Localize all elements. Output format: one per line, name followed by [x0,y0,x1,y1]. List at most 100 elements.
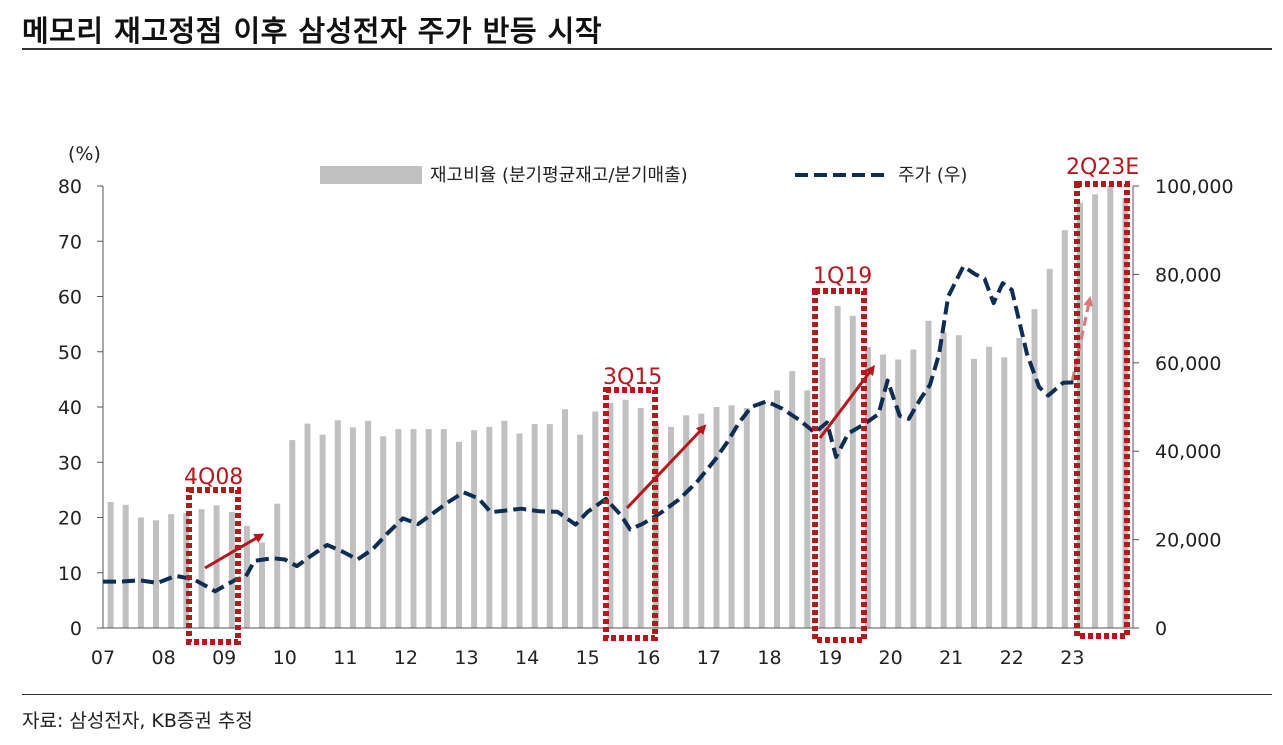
inventory-ratio-bar [577,434,584,628]
legend: 재고비율 (분기평균재고/분기매출) 주가 (우) [320,165,967,186]
source-divider [22,694,1272,695]
stock-price-line [103,264,1079,594]
inventory-ratio-bar [819,357,826,628]
highlight-label-1q19: 1Q19 [813,264,872,289]
inventory-ratio-bar [531,424,538,628]
inventory-ratio-bar [168,514,175,628]
inventory-ratio-bar [334,420,341,628]
highlight-label-4q08: 4Q08 [184,465,243,490]
inventory-ratio-bar [728,405,735,628]
inventory-ratio-bar [425,429,432,628]
inventory-ratio-bar [243,525,250,628]
inventory-ratio-bar [153,520,159,628]
x-tick-label: 16 [636,647,660,669]
x-tick-label: 20 [879,647,903,669]
inventory-ratio-bar [456,441,462,628]
legend-bar-swatch [320,166,422,184]
inventory-ratio-bar [789,371,796,628]
inventory-ratio-bar [880,354,887,628]
x-tick-label: 15 [576,647,600,669]
inventory-ratio-bar [607,403,614,628]
x-tick-label: 08 [152,647,176,669]
x-tick-label: 13 [454,647,478,669]
x-tick-label: 11 [333,647,357,669]
inventory-ratio-bar [1001,357,1008,628]
highlight-label-2q23e: 2Q23E [1066,155,1139,180]
inventory-ratio-bar [698,413,705,628]
inventory-ratio-bar [713,407,720,628]
left-y-tick-label: 10 [58,563,82,585]
inventory-ratio-bar [137,517,144,628]
x-tick-label: 09 [212,647,236,669]
highlight-box-3q15 [603,387,658,641]
inventory-ratio-bar [1046,268,1053,628]
inventory-ratio-bar [971,358,977,628]
inventory-ratio-bar [410,429,417,628]
highlight-box-1q19 [812,288,867,643]
left-y-ticks: 0 10 20 30 40 50 60 70 80 [58,176,103,640]
inventory-ratio-bar [486,426,493,628]
x-tick-label: 17 [697,647,721,669]
highlight-box-4q08 [186,487,241,645]
highlight-labels: 4Q08 3Q15 1Q19 2Q23E [184,155,1139,490]
inventory-ratio-bar [925,320,932,628]
inventory-ratio-bar [1107,186,1114,628]
inventory-ratio-bar [319,434,326,628]
inventory-ratio-bar [1092,194,1099,629]
left-y-tick-label: 70 [58,231,82,253]
right-y-tick-label: 60,000 [1155,353,1221,375]
trend-arrow-4q08 [204,533,265,570]
inventory-ratio-bar [365,420,372,628]
left-y-tick-label: 30 [58,452,82,474]
right-y-tick-label: 80,000 [1155,264,1221,286]
inventory-ratio-bar [940,332,947,628]
legend-bar-label: 재고비율 (분기평균재고/분기매출) [430,165,688,186]
inventory-ratio-bar [804,390,811,628]
x-tick-label: 21 [939,647,963,669]
inventory-ratio-bar [1122,198,1129,628]
inventory-ratio-bar [1031,309,1038,628]
left-y-tick-label: 20 [58,508,82,530]
left-y-tick-label: 0 [70,618,82,640]
inventory-ratio-bar [228,512,235,628]
inventory-ratio-bar [683,415,690,628]
left-axis-unit: (%) [68,143,101,165]
inventory-ratio-bar [834,305,841,628]
right-y-tick-label: 40,000 [1155,441,1221,463]
inventory-ratio-bar [622,399,629,628]
highlight-boxes [186,181,1130,645]
right-y-ticks: 0 20,000 40,000 60,000 80,000 100,000 [1133,176,1234,640]
highlight-label-3q15: 3Q15 [603,365,662,390]
x-tick-label: 19 [818,647,842,669]
inventory-ratio-bar [107,502,114,628]
inventory-ratio-bar [501,420,508,628]
inventory-ratio-bar [304,423,311,628]
inventory-ratio-bar [774,390,780,628]
left-y-tick-label: 80 [58,176,82,198]
inventory-ratio-bar [546,424,553,628]
inventory-ratio-bar [395,429,402,628]
legend-line-label: 주가 (우) [898,165,967,186]
source-note: 자료: 삼성전자, KB증권 추정 [22,710,253,732]
trend-arrow-3q15 [625,424,707,510]
x-tick-label: 10 [273,647,297,669]
inventory-ratio-bar [516,433,523,628]
inventory-ratio-bar [122,504,129,628]
right-y-tick-label: 100,000 [1155,176,1234,198]
inventory-ratio-bar [562,409,568,628]
inventory-ratio-bar [380,436,387,628]
inventory-ratio-bar [910,349,917,628]
x-ticks: 07 08 09 10 11 12 13 14 15 16 17 18 19 20 21 22 23 [91,647,1085,669]
inventory-ratio-bar [213,505,220,628]
inventory-ratio-bar [1061,230,1068,628]
x-tick-label: 14 [515,647,539,669]
inventory-ratio-bar [849,315,856,628]
x-tick-label: 07 [91,647,115,669]
inventory-ratio-bar [289,440,296,628]
page-title: 메모리 재고정점 이후 삼성전자 주가 반등 시작 [22,14,602,48]
inventory-ratio-bar [592,411,599,628]
inventory-ratio-bar [955,335,962,628]
inventory-ratio-bar [743,408,750,628]
x-tick-label: 18 [757,647,781,669]
left-y-tick-label: 40 [58,397,82,419]
